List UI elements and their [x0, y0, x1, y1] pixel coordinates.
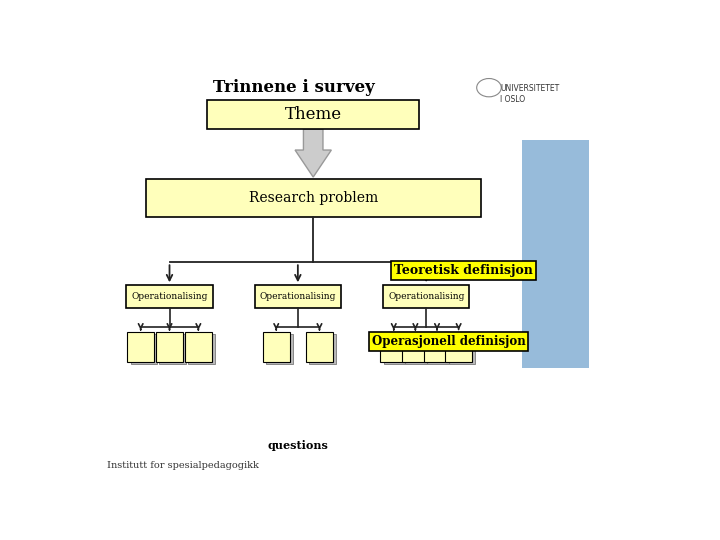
FancyBboxPatch shape — [159, 334, 186, 364]
FancyBboxPatch shape — [130, 334, 158, 364]
FancyBboxPatch shape — [402, 332, 429, 362]
Text: UNIVERSITETET
I OSLO: UNIVERSITETET I OSLO — [500, 84, 559, 104]
Text: Research problem: Research problem — [248, 191, 378, 205]
FancyBboxPatch shape — [306, 332, 333, 362]
FancyBboxPatch shape — [449, 334, 475, 364]
FancyBboxPatch shape — [127, 332, 154, 362]
Text: Trinnene i survey: Trinnene i survey — [213, 79, 374, 96]
FancyBboxPatch shape — [126, 285, 213, 308]
FancyBboxPatch shape — [423, 332, 451, 362]
Text: questions: questions — [268, 440, 328, 451]
Text: Operationalising: Operationalising — [388, 292, 464, 301]
FancyBboxPatch shape — [405, 334, 432, 364]
Polygon shape — [295, 129, 331, 177]
FancyBboxPatch shape — [145, 179, 481, 217]
FancyBboxPatch shape — [263, 332, 289, 362]
Text: Institutt for spesialpedagogikk: Institutt for spesialpedagogikk — [107, 461, 258, 470]
FancyBboxPatch shape — [185, 332, 212, 362]
FancyBboxPatch shape — [156, 332, 183, 362]
FancyBboxPatch shape — [383, 285, 469, 308]
FancyBboxPatch shape — [189, 334, 215, 364]
FancyBboxPatch shape — [380, 332, 407, 362]
Text: Theme: Theme — [284, 106, 342, 123]
FancyBboxPatch shape — [384, 334, 410, 364]
FancyBboxPatch shape — [523, 140, 590, 368]
FancyBboxPatch shape — [445, 332, 472, 362]
FancyBboxPatch shape — [427, 334, 454, 364]
FancyBboxPatch shape — [255, 285, 341, 308]
FancyBboxPatch shape — [310, 334, 336, 364]
FancyBboxPatch shape — [207, 100, 419, 129]
Text: Operasjonell definisjon: Operasjonell definisjon — [372, 335, 526, 348]
Text: Operationalising: Operationalising — [260, 292, 336, 301]
FancyBboxPatch shape — [266, 334, 293, 364]
Text: Operationalising: Operationalising — [131, 292, 207, 301]
Text: Teoretisk definisjon: Teoretisk definisjon — [394, 264, 533, 277]
